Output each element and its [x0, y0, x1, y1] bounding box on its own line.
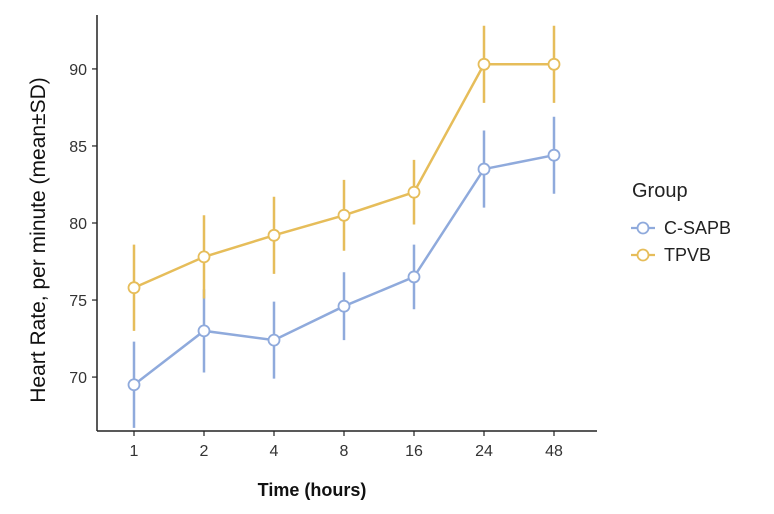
- x-tick-label: 1: [130, 443, 139, 460]
- data-point: [267, 228, 281, 242]
- x-tick-label: 24: [475, 443, 493, 460]
- x-tick-label: 8: [340, 443, 349, 460]
- legend-label: C-SAPB: [664, 218, 731, 238]
- data-point: [477, 57, 491, 71]
- legend-swatch-point: [636, 248, 650, 262]
- legend-swatch-point: [636, 221, 650, 235]
- y-axis-title: Heart Rate, per minute (mean±SD): [27, 77, 50, 402]
- data-point: [477, 162, 491, 176]
- axes: [96, 15, 597, 432]
- data-point: [127, 281, 141, 295]
- data-point: [407, 270, 421, 284]
- data-point: [407, 185, 421, 199]
- series-c-sapb: [127, 116, 561, 428]
- legend-item-tpvb: TPVB: [631, 245, 711, 265]
- legend: Group C-SAPB TPVB: [631, 180, 731, 265]
- legend-title: Group: [632, 180, 688, 202]
- y-tick-label: 80: [69, 216, 87, 233]
- data-point: [197, 250, 211, 264]
- x-tick-label: 48: [545, 443, 563, 460]
- y-tick-label: 90: [69, 62, 87, 79]
- data-point: [547, 57, 561, 71]
- data-point: [337, 208, 351, 222]
- x-tick-label: 2: [200, 443, 209, 460]
- x-axis-title: Time (hours): [258, 480, 367, 500]
- x-tick-label: 16: [405, 443, 423, 460]
- data-point: [197, 324, 211, 338]
- series-line: [133, 63, 554, 289]
- data-point: [127, 378, 141, 392]
- legend-label: TPVB: [664, 245, 711, 265]
- y-tick-label: 85: [69, 139, 87, 156]
- data-point: [337, 299, 351, 313]
- data-point: [267, 333, 281, 347]
- y-tick-label: 75: [69, 293, 87, 310]
- series-tpvb: [127, 25, 561, 331]
- legend-item-c-sapb: C-SAPB: [631, 218, 731, 238]
- data-point: [547, 148, 561, 162]
- x-tick-label: 4: [270, 443, 279, 460]
- y-tick-label: 70: [69, 370, 87, 387]
